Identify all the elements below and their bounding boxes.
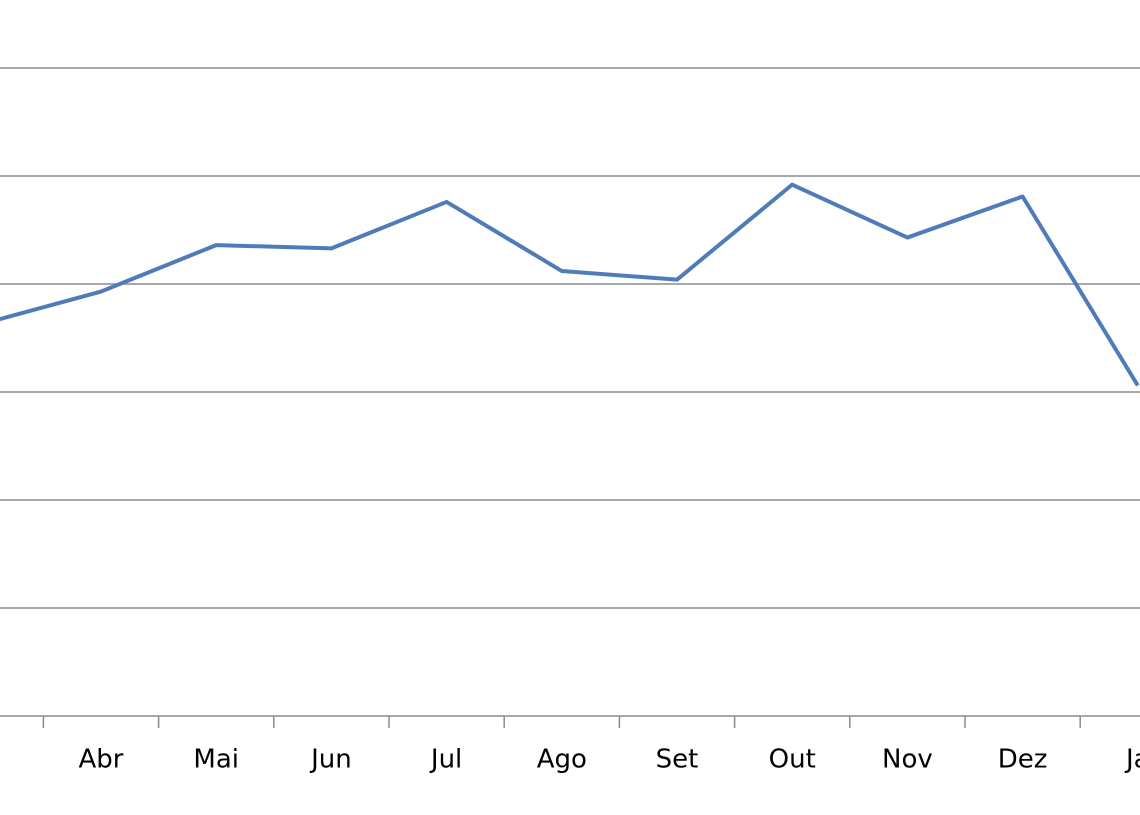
- x-tick-label: Mai: [193, 745, 239, 775]
- x-tick-label: Set: [656, 745, 699, 775]
- x-tick-label: Jun: [309, 745, 352, 775]
- x-tick-label: Nov: [882, 745, 933, 775]
- x-tick-label: Out: [769, 745, 816, 775]
- x-tick-label: Dez: [998, 745, 1048, 775]
- x-tick-label: Ja: [1124, 745, 1140, 775]
- x-tick-label: Abr: [79, 745, 124, 775]
- x-tick-label: Jul: [429, 745, 462, 775]
- data-line: [0, 182, 1140, 387]
- x-tick-label: Ago: [537, 745, 587, 775]
